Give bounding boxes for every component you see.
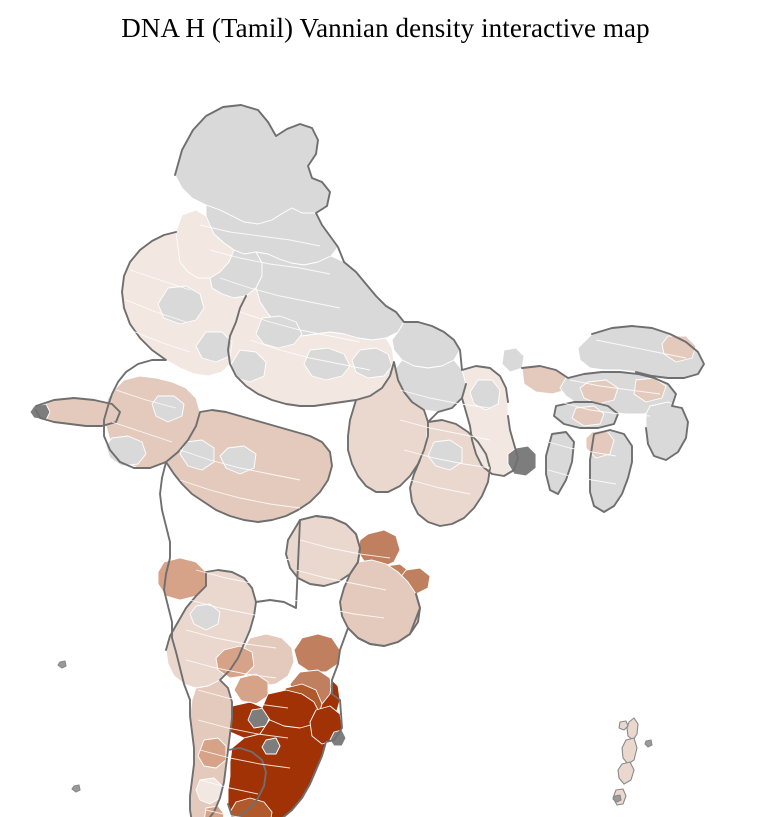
district-mp-grey-c[interactable] [351, 347, 393, 379]
region-group-central-east [347, 361, 491, 595]
border-east-coast [461, 383, 515, 477]
border-telangana [285, 515, 361, 587]
border-northeast-outline [507, 325, 705, 513]
island-lakshadweep-dot[interactable] [71, 784, 81, 793]
border-odisha-wb [427, 397, 491, 469]
state-border-overlay [35, 104, 705, 817]
district-andhra-coastal-hot[interactable] [293, 633, 341, 673]
district-lines-northeast [547, 339, 687, 485]
district-rajasthan-grey-b[interactable] [195, 331, 233, 363]
district-mp-grey-a[interactable] [255, 315, 303, 349]
district-border-texture [111, 224, 687, 817]
island-dot-d[interactable] [612, 794, 622, 803]
border-kerala-tn [227, 747, 267, 817]
page-title: DNA H (Tamil) Vannian density interactiv… [121, 13, 650, 43]
region-group-karnataka [165, 569, 271, 739]
region-group-northeast [461, 325, 705, 513]
island-north-andaman[interactable] [626, 717, 639, 741]
district-lines-south [197, 689, 291, 817]
district-rajasthan-grey-a[interactable] [157, 285, 205, 325]
district-maharashtra-grey-b[interactable] [219, 445, 257, 475]
district-odisha-grey-a[interactable] [427, 439, 463, 471]
region-group-no-data-north [174, 104, 467, 413]
district-sikkim[interactable] [501, 347, 525, 373]
district-lines-north [199, 224, 371, 371]
district-gujarat-grey-b[interactable] [151, 395, 185, 423]
district-lines-west [111, 269, 191, 443]
island-south-andaman[interactable] [617, 761, 635, 785]
border-gujarat-maharashtra [103, 405, 331, 469]
district-west-bengal-grey[interactable] [469, 379, 501, 411]
region-group-west [29, 231, 247, 469]
border-maharashtra-south [165, 451, 333, 523]
district-jammu-kashmir-ladakh[interactable] [174, 104, 331, 225]
border-coromandel-coast [409, 459, 491, 527]
india-choropleth-map[interactable] [0, 50, 771, 817]
district-tn-grey-inset[interactable] [261, 737, 281, 755]
district-karnataka-mid-b[interactable] [233, 673, 269, 705]
district-lines-east [293, 389, 491, 619]
island-car-nicobar[interactable] [618, 720, 629, 731]
border-ap-tn-coast [227, 593, 421, 817]
border-mp-outline [227, 295, 357, 407]
region-group-andaman-nicobar [57, 660, 653, 806]
district-lines-deccan [179, 449, 301, 679]
island-middle-andaman[interactable] [621, 737, 638, 765]
border-chhattisgarh [347, 361, 429, 493]
island-dot-a[interactable] [644, 739, 653, 748]
border-north-outline [174, 104, 509, 403]
district-puducherry[interactable] [329, 729, 347, 747]
india-map-svg[interactable] [0, 50, 771, 817]
island-lakshadweep-dot-b[interactable] [57, 660, 67, 669]
district-assam-peach-a[interactable] [579, 379, 619, 405]
region-group-kerala [189, 679, 233, 817]
border-rajasthan-west [107, 231, 177, 407]
district-mp-grey-b[interactable] [303, 347, 351, 381]
district-maharashtra-grey-a[interactable] [179, 439, 215, 471]
border-gujarat-coast [35, 397, 121, 427]
